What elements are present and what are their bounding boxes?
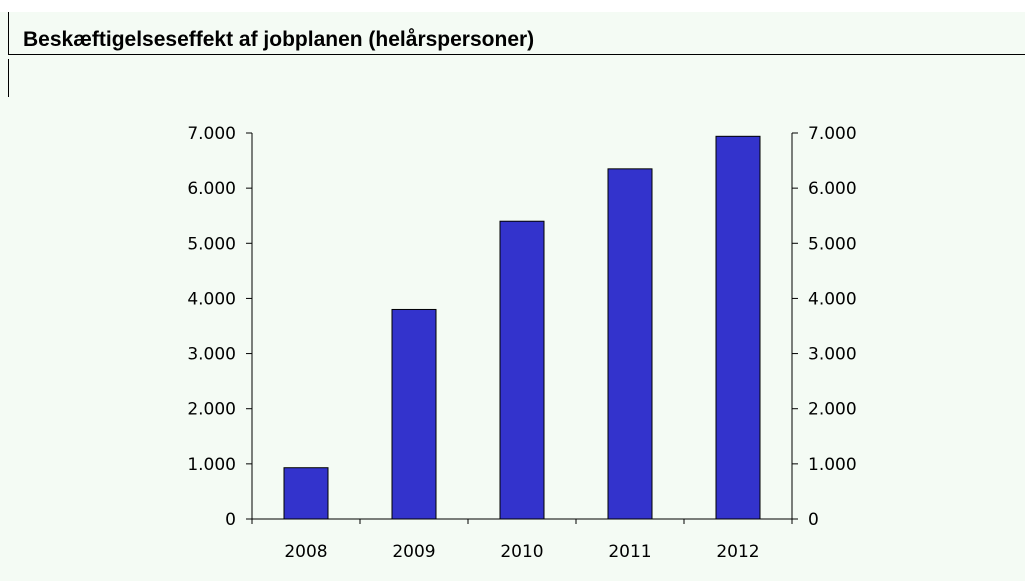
y-tick-label-left: 0	[225, 510, 236, 530]
x-tick-label-2010: 2010	[500, 542, 543, 562]
x-tick-label-2009: 2009	[392, 542, 435, 562]
bar-2009	[391, 308, 437, 520]
y-tick-label-left: 3.000	[187, 345, 236, 365]
panel-divider	[8, 59, 9, 97]
y-tick-label-left: 6.000	[187, 179, 236, 199]
y-tick-label-right: 0	[808, 510, 819, 530]
bar-2011	[607, 168, 653, 520]
y-tick-label-left: 7.000	[187, 124, 236, 144]
y-tick-label-right: 1.000	[808, 455, 857, 475]
y-tick-label-left: 1.000	[187, 455, 236, 475]
title-bar: Beskæftigelseseffekt af jobplanen (helår…	[8, 12, 1025, 55]
y-tick-label-right: 7.000	[808, 124, 857, 144]
chart-title: Beskæftigelseseffekt af jobplanen (helår…	[23, 28, 535, 51]
bar-2008	[283, 467, 329, 520]
y-tick-label-right: 5.000	[808, 234, 857, 254]
y-tick-label-left: 4.000	[187, 289, 236, 309]
bar-2010	[499, 220, 545, 520]
y-tick-label-left: 2.000	[187, 400, 236, 420]
y-tick-label-right: 6.000	[808, 179, 857, 199]
y-tick-label-right: 2.000	[808, 400, 857, 420]
y-tick-label-right: 4.000	[808, 289, 857, 309]
x-tick-label-2008: 2008	[284, 542, 327, 562]
x-tick-label-2011: 2011	[608, 542, 651, 562]
bar-2012	[715, 135, 761, 520]
x-tick-label-2012: 2012	[716, 542, 759, 562]
y-tick-label-right: 3.000	[808, 345, 857, 365]
y-tick-label-left: 5.000	[187, 234, 236, 254]
